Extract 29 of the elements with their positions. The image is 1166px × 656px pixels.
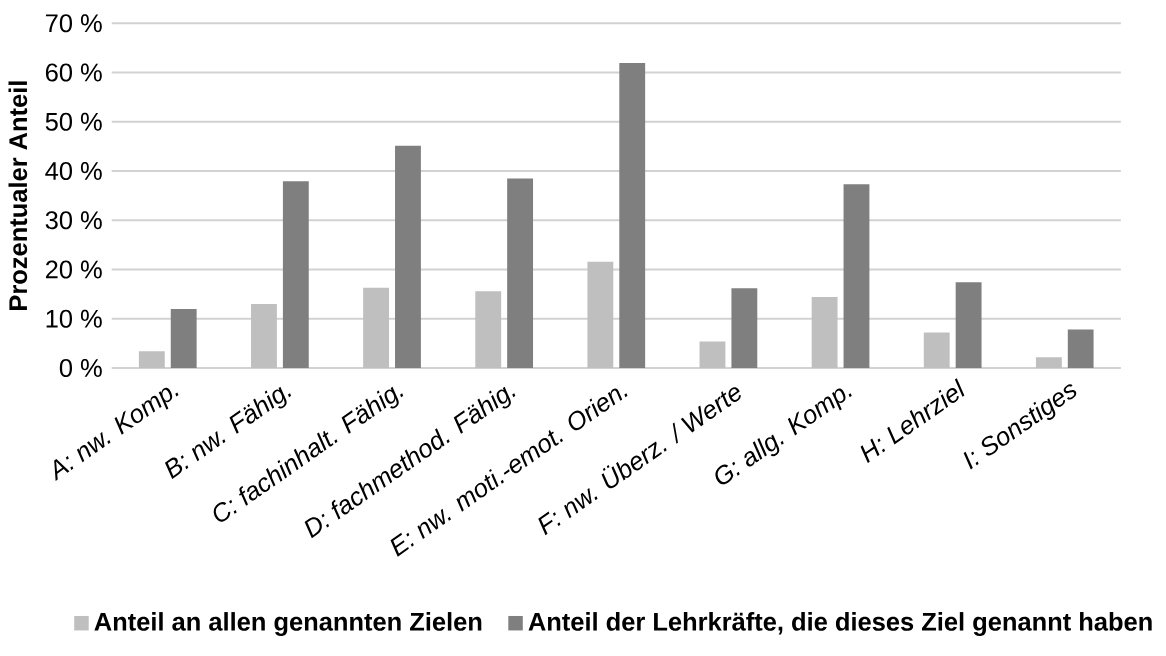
y-tick-label: 30 %	[45, 211, 102, 230]
y-axis-title: Prozentualer Anteil	[8, 81, 28, 311]
bar	[1067, 329, 1094, 369]
bar	[138, 351, 165, 369]
bar	[507, 178, 534, 369]
bar	[619, 63, 646, 369]
bar	[251, 304, 277, 369]
bar	[843, 184, 870, 369]
legend-label: Anteil an allen genannten Zielen	[94, 612, 482, 637]
bar	[363, 287, 390, 369]
y-tick-label: 10 %	[46, 309, 102, 328]
y-tick-label: 0 %	[59, 359, 102, 378]
bar	[475, 291, 502, 369]
bar	[699, 341, 726, 369]
bar	[1035, 357, 1062, 369]
bar	[811, 297, 838, 369]
y-tick-label: 70 %	[45, 14, 102, 33]
y-tick-label: 20 %	[45, 260, 102, 279]
bar	[955, 282, 982, 369]
y-tick-label: 60 %	[45, 63, 102, 82]
bar	[170, 309, 197, 369]
bar	[731, 288, 758, 369]
y-tick-label: 50 %	[45, 112, 102, 131]
bar	[923, 332, 950, 369]
bar	[395, 146, 421, 369]
bar	[282, 181, 309, 369]
legend-label: Anteil der Lehrkräfte, die dieses Ziel genannt haben	[528, 612, 1152, 637]
y-tick-label: 40 %	[45, 162, 102, 181]
bar	[587, 261, 614, 369]
